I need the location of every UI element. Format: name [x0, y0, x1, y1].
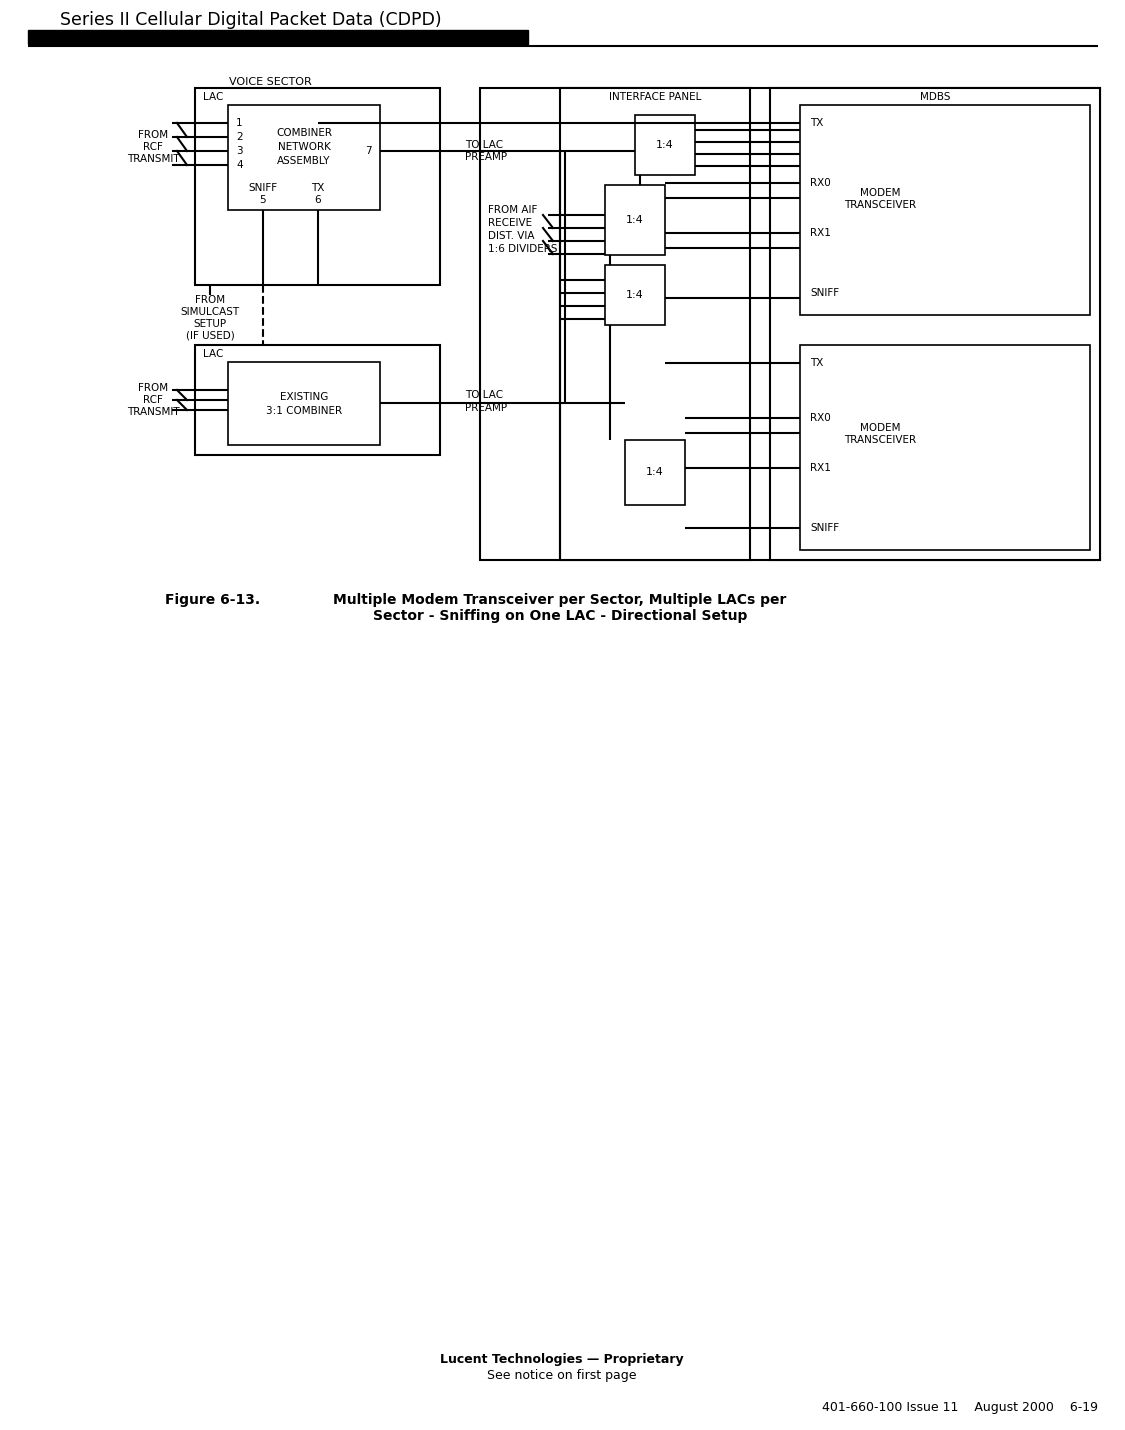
- Text: FROM: FROM: [195, 295, 225, 305]
- Text: LAC: LAC: [202, 349, 224, 359]
- Text: FROM AIF: FROM AIF: [488, 204, 538, 214]
- Bar: [605, 265, 665, 325]
- Bar: [626, 440, 685, 505]
- Text: TX: TX: [810, 358, 824, 368]
- Text: FROM: FROM: [138, 130, 168, 140]
- Text: Figure 6-13.: Figure 6-13.: [165, 593, 260, 606]
- Text: 2: 2: [236, 132, 243, 142]
- Text: RCF: RCF: [143, 395, 163, 405]
- Text: 5: 5: [260, 194, 267, 204]
- Text: SNIFF: SNIFF: [810, 523, 839, 533]
- Bar: [195, 89, 440, 285]
- Text: SNIFF: SNIFF: [810, 287, 839, 297]
- Text: VOICE SECTOR: VOICE SECTOR: [228, 77, 312, 87]
- Text: 3:1 COMBINER: 3:1 COMBINER: [266, 406, 342, 416]
- Text: RX0: RX0: [810, 177, 830, 187]
- Text: 1: 1: [236, 119, 243, 129]
- Text: TX: TX: [312, 183, 325, 193]
- Text: Sector - Sniffing on One LAC - Directional Setup: Sector - Sniffing on One LAC - Direction…: [372, 609, 747, 623]
- Text: Series II Cellular Digital Packet Data (CDPD): Series II Cellular Digital Packet Data (…: [60, 11, 442, 29]
- Text: RX1: RX1: [810, 463, 831, 473]
- Text: 1:4: 1:4: [627, 214, 644, 225]
- Text: PREAMP: PREAMP: [465, 403, 507, 413]
- Text: Multiple Modem Transceiver per Sector, Multiple LACs per: Multiple Modem Transceiver per Sector, M…: [333, 593, 786, 606]
- Text: 7: 7: [366, 146, 372, 156]
- Text: RCF: RCF: [143, 142, 163, 152]
- Text: MDBS: MDBS: [920, 92, 951, 102]
- Text: TRANSCEIVER: TRANSCEIVER: [844, 435, 916, 445]
- Text: RX0: RX0: [810, 413, 830, 423]
- Bar: [800, 345, 1090, 551]
- Bar: [228, 104, 380, 210]
- Bar: [770, 89, 1100, 561]
- Bar: [800, 104, 1090, 315]
- Text: RX1: RX1: [810, 227, 831, 237]
- Bar: [634, 114, 695, 174]
- Text: RECEIVE: RECEIVE: [488, 217, 532, 227]
- Text: 6: 6: [315, 194, 322, 204]
- Text: SIMULCAST: SIMULCAST: [180, 307, 240, 317]
- Text: 1:4: 1:4: [646, 468, 664, 478]
- Text: LAC: LAC: [202, 92, 224, 102]
- Bar: [195, 345, 440, 455]
- Text: TX: TX: [810, 119, 824, 129]
- Bar: [605, 184, 665, 255]
- Text: MODEM: MODEM: [860, 187, 900, 197]
- Text: 4: 4: [236, 160, 243, 170]
- Text: TO LAC: TO LAC: [465, 390, 503, 400]
- Text: 1:4: 1:4: [627, 290, 644, 300]
- Text: SETUP: SETUP: [193, 319, 226, 329]
- Text: See notice on first page: See notice on first page: [487, 1370, 637, 1383]
- Text: PREAMP: PREAMP: [465, 152, 507, 162]
- Text: (IF USED): (IF USED): [186, 330, 234, 340]
- Text: TRANSMIT: TRANSMIT: [127, 408, 179, 418]
- Text: 1:4: 1:4: [656, 140, 674, 150]
- Bar: [560, 89, 750, 561]
- Text: MODEM: MODEM: [860, 423, 900, 433]
- Text: TO LAC: TO LAC: [465, 140, 503, 150]
- Text: 1:6 DIVIDERS: 1:6 DIVIDERS: [488, 245, 558, 255]
- Text: Lucent Technologies — Proprietary: Lucent Technologies — Proprietary: [440, 1354, 684, 1367]
- Text: 401-660-100 Issue 11    August 2000    6-19: 401-660-100 Issue 11 August 2000 6-19: [822, 1401, 1098, 1414]
- Bar: [480, 89, 1100, 561]
- Text: 3: 3: [236, 146, 243, 156]
- Text: EXISTING: EXISTING: [280, 392, 328, 402]
- Text: INTERFACE PANEL: INTERFACE PANEL: [609, 92, 701, 102]
- Text: DIST. VIA: DIST. VIA: [488, 232, 534, 242]
- Text: NETWORK: NETWORK: [278, 142, 331, 152]
- Text: COMBINER: COMBINER: [276, 129, 332, 139]
- Text: SNIFF: SNIFF: [249, 183, 278, 193]
- Text: ASSEMBLY: ASSEMBLY: [277, 156, 331, 166]
- Text: FROM: FROM: [138, 383, 168, 393]
- Text: TRANSMIT: TRANSMIT: [127, 154, 179, 164]
- Bar: [28, 30, 528, 44]
- Bar: [228, 362, 380, 445]
- Text: TRANSCEIVER: TRANSCEIVER: [844, 200, 916, 210]
